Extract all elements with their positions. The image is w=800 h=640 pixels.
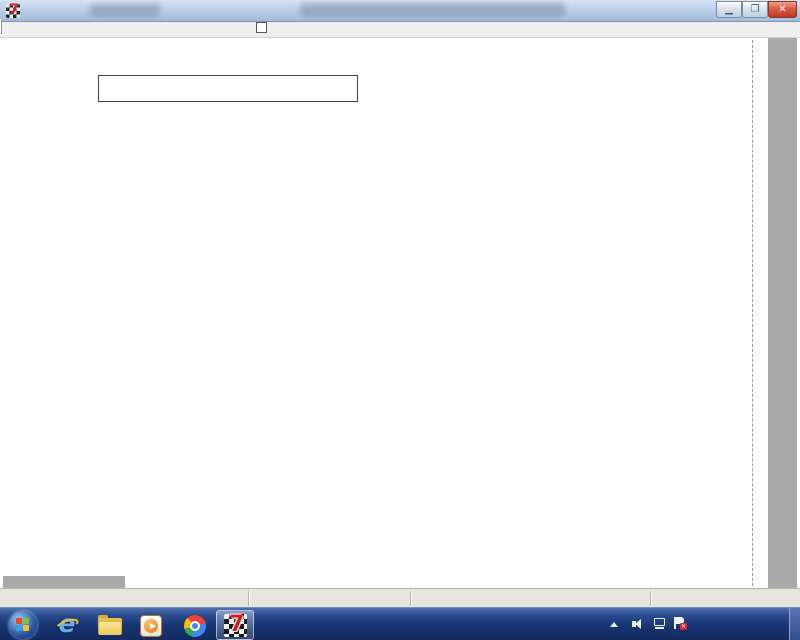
maximize-button[interactable]: ❐	[742, 1, 768, 18]
statusbar	[0, 588, 800, 607]
winpep-icon: 7	[224, 612, 247, 637]
chrome-icon[interactable]	[181, 611, 209, 639]
hidden-icons-button[interactable]	[610, 622, 618, 627]
dyno-chart	[3, 38, 797, 588]
redacted-title-text	[90, 4, 160, 17]
page-margin-line	[752, 40, 753, 586]
taskbar: e 7 ✕	[0, 607, 800, 640]
page-backdrop	[3, 576, 125, 588]
minimize-button[interactable]: ▁	[716, 1, 742, 18]
app-icon: 7	[6, 2, 20, 18]
options-button[interactable]	[0, 19, 2, 34]
internet-explorer-icon[interactable]: e	[53, 611, 81, 639]
windows-logo-icon	[16, 618, 30, 632]
page-backdrop	[768, 38, 797, 588]
toolbar	[0, 19, 800, 38]
print-preview-page	[3, 38, 797, 588]
windows-media-player-icon[interactable]	[137, 611, 165, 639]
redacted-title-text	[300, 3, 565, 17]
system-tray: ✕	[610, 608, 790, 640]
show-desktop-button[interactable]	[789, 608, 800, 640]
window-titlebar[interactable]: 7 ▁ ❐ ✕	[0, 0, 800, 22]
file-explorer-icon[interactable]	[96, 611, 124, 639]
statusbar-panel	[410, 591, 649, 606]
chart-legend	[98, 75, 358, 102]
statusbar-panel	[650, 591, 797, 606]
taskbar-active-app-winpep[interactable]: 7	[216, 610, 254, 640]
lock-aspect-ratio-checkbox[interactable]	[256, 22, 267, 33]
start-button[interactable]	[9, 611, 37, 639]
statusbar-panel	[248, 591, 409, 606]
close-window-button[interactable]: ✕	[768, 1, 797, 18]
